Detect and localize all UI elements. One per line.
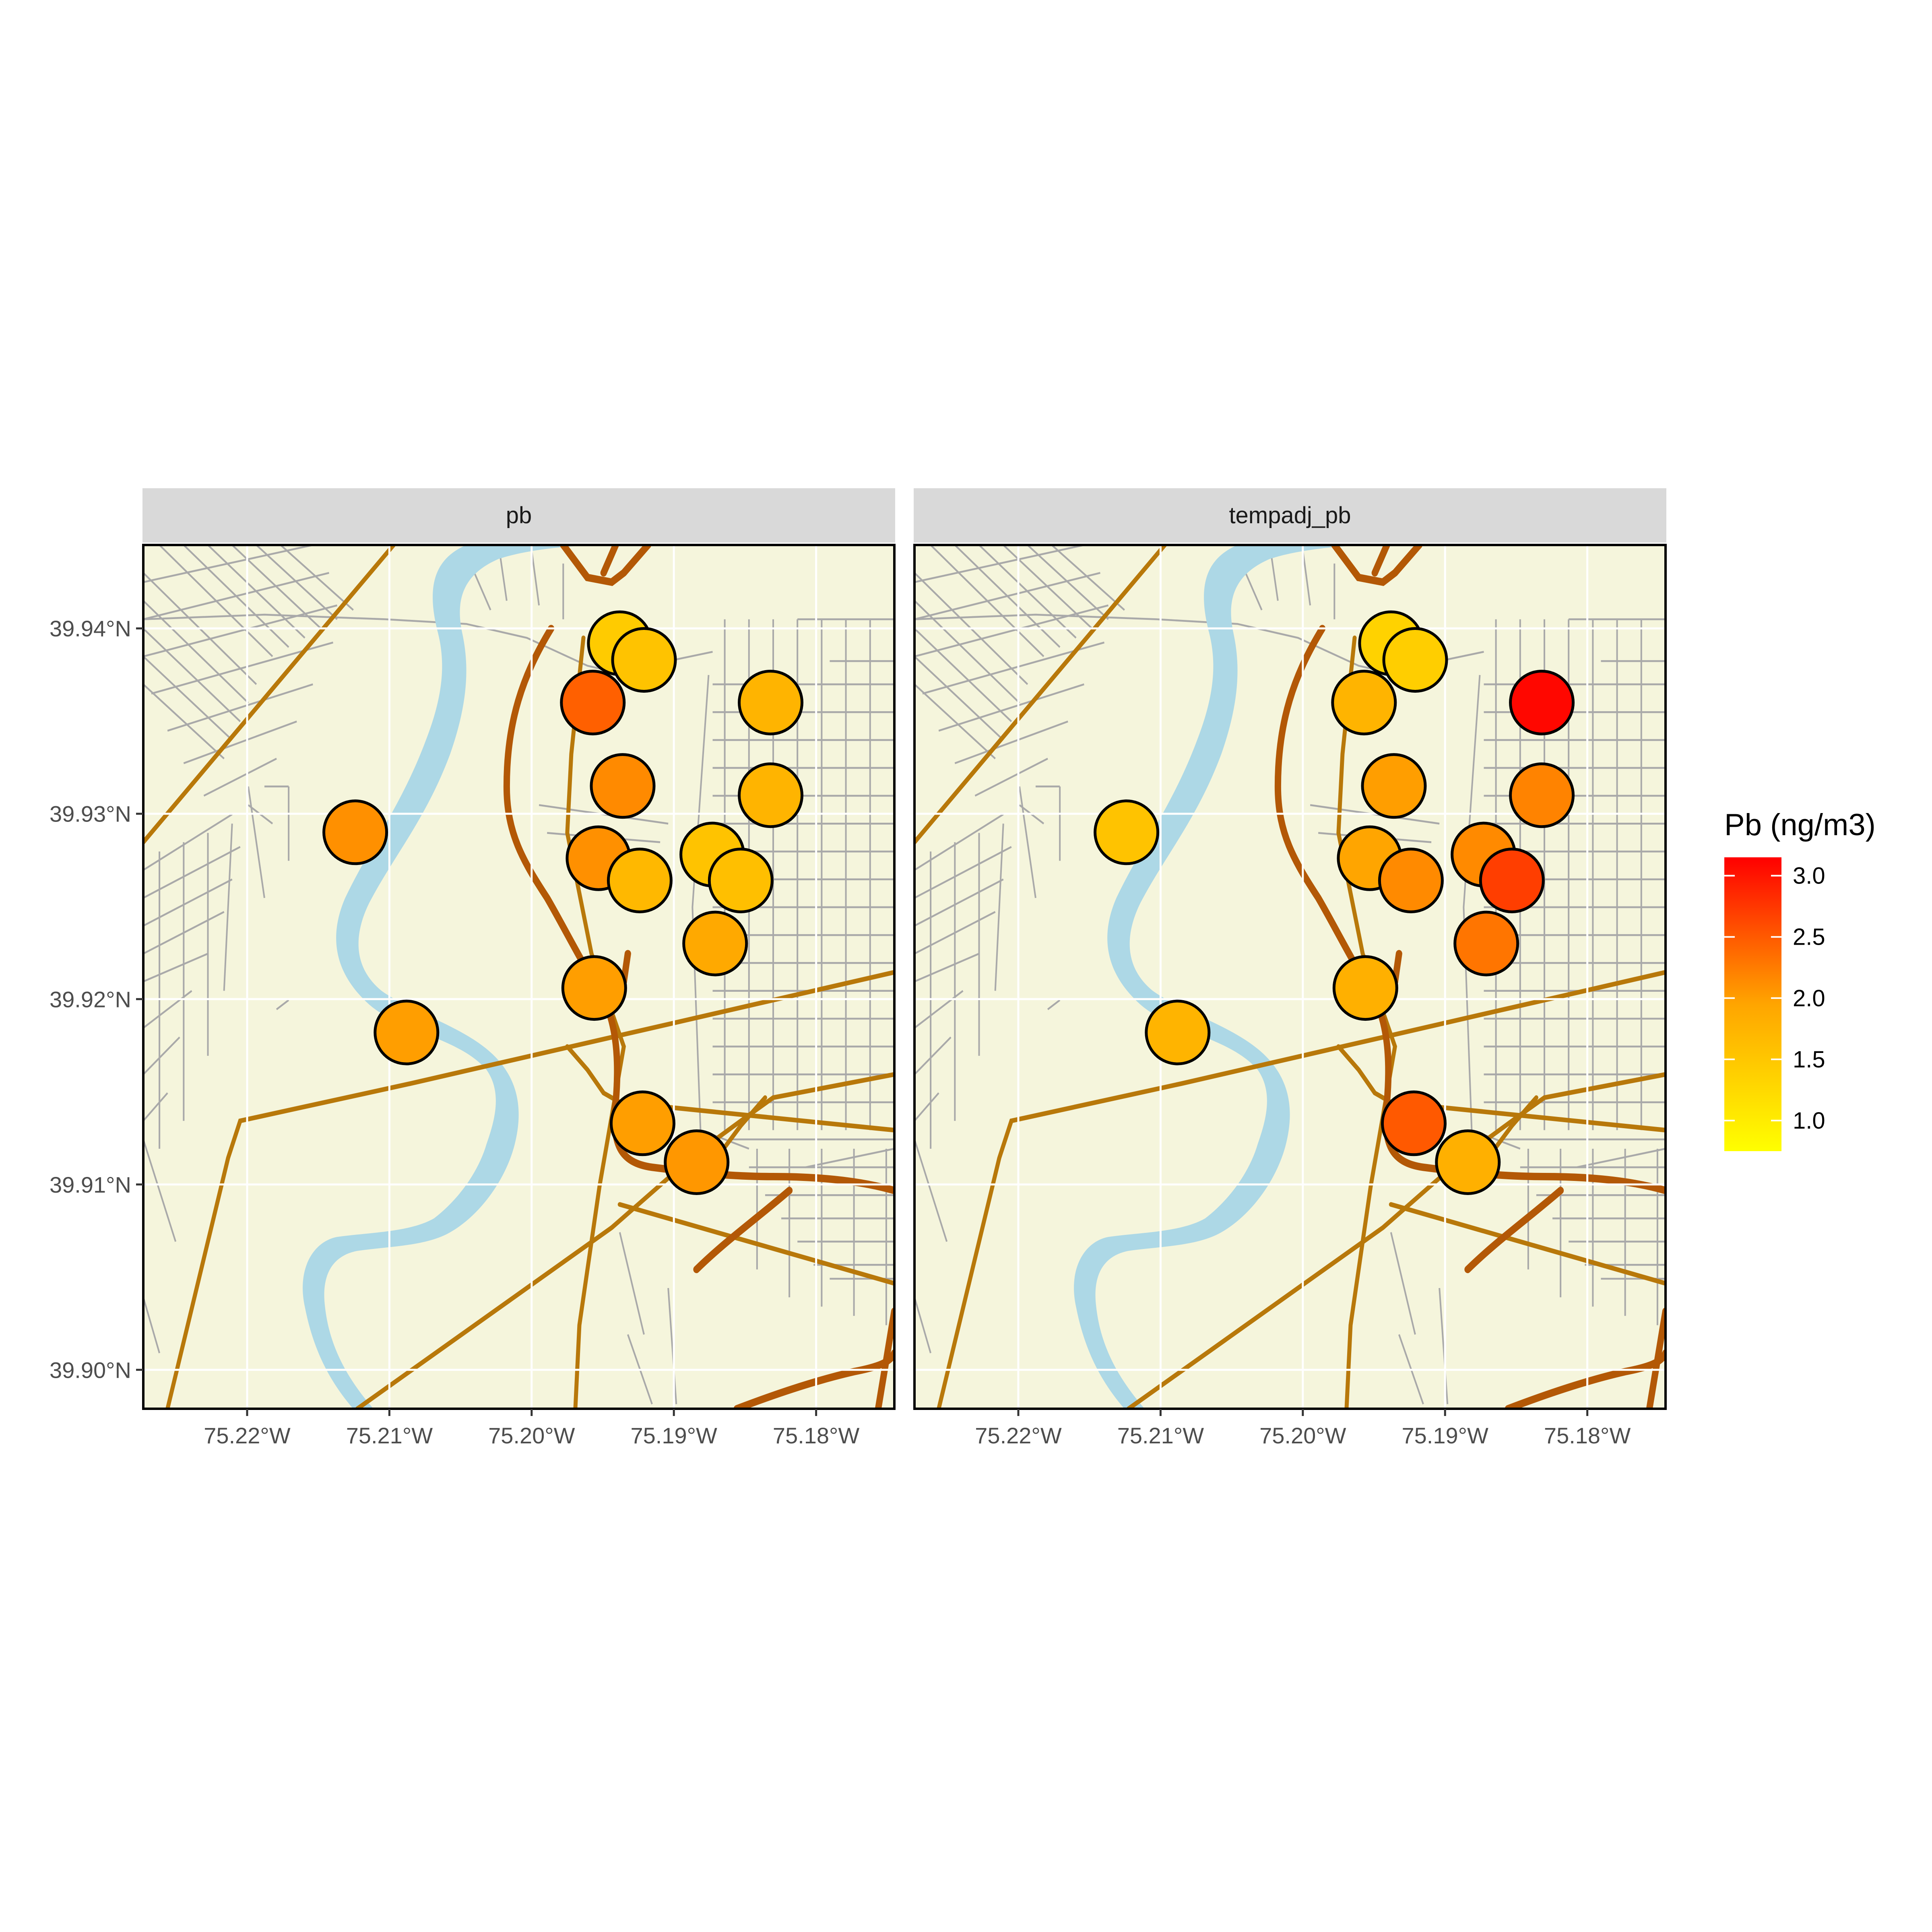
- data-point: [664, 1129, 730, 1195]
- legend-tick-label: 2.0: [1793, 985, 1825, 1011]
- x-tick-label: 75.19°W: [631, 1423, 718, 1448]
- gridlines: [143, 545, 894, 1409]
- data-point: [1332, 955, 1398, 1021]
- legend-title: Pb (ng/m3): [1724, 808, 1876, 842]
- legend-colorbar: [1724, 857, 1781, 1151]
- axes: 75.22°W 75.21°W 75.20°W 75.19°W 75.18°W: [975, 1409, 1631, 1448]
- y-tick-label: 39.90°N: [50, 1357, 131, 1383]
- x-tick-label: 75.18°W: [773, 1423, 860, 1448]
- data-point: [1378, 848, 1444, 914]
- strip-tempadj-pb: [914, 488, 1666, 543]
- strip-label-tempadj-pb: tempadj_pb: [1229, 502, 1351, 528]
- data-point: [708, 848, 774, 914]
- y-tick-label: 39.92°N: [50, 987, 131, 1012]
- axes: 75.22°W 75.21°W 75.20°W 75.19°W 75.18°W 39.90…: [50, 616, 859, 1448]
- data-point: [590, 753, 656, 819]
- data-point: [374, 999, 440, 1065]
- map-panel-tempadj-pb: 75.22°W 75.21°W 75.20°W 75.19°W 75.18°W: [913, 544, 1667, 1448]
- data-point: [1381, 1090, 1447, 1156]
- y-tick-label: 39.93°N: [50, 801, 131, 827]
- panel-border: [142, 544, 896, 1410]
- data-point: [607, 848, 673, 914]
- data-point: [1479, 848, 1545, 914]
- x-tick-label: 75.19°W: [1402, 1423, 1489, 1448]
- x-tick-label: 75.20°W: [488, 1423, 575, 1448]
- x-tick-label: 75.18°W: [1544, 1423, 1631, 1448]
- data-point: [1331, 669, 1397, 735]
- data-point: [1382, 627, 1448, 693]
- data-point: [560, 669, 626, 735]
- data-point: [738, 762, 804, 828]
- panel-border: [913, 544, 1667, 1410]
- data-point: [322, 799, 388, 865]
- gridlines: [914, 545, 1666, 1409]
- data-point: [1509, 762, 1575, 828]
- x-tick-label: 75.20°W: [1259, 1423, 1346, 1448]
- data-point: [1453, 910, 1519, 976]
- strip-label-pb: pb: [506, 502, 532, 528]
- x-tick-label: 75.21°W: [1117, 1423, 1204, 1448]
- legend-ticks: 1.0 1.5 2.0 2.5 3.0: [1724, 863, 1825, 1134]
- legend-tick-label: 1.0: [1793, 1108, 1825, 1134]
- data-point: [611, 627, 677, 693]
- points: [1094, 610, 1575, 1195]
- legend-tick-label: 2.5: [1793, 924, 1825, 950]
- data-point: [561, 955, 627, 1021]
- map-panel-pb: 75.22°W 75.21°W 75.20°W 75.19°W 75.18°W 39.90…: [50, 544, 896, 1448]
- data-point: [1145, 999, 1211, 1065]
- x-tick-label: 75.21°W: [346, 1423, 433, 1448]
- data-point: [682, 910, 748, 976]
- x-tick-label: 75.22°W: [204, 1423, 291, 1448]
- y-tick-label: 39.94°N: [50, 616, 131, 641]
- data-point: [1361, 753, 1427, 819]
- data-point: [1094, 799, 1160, 865]
- data-point: [738, 669, 804, 735]
- data-point: [1435, 1129, 1501, 1195]
- strip-pb: [142, 488, 895, 543]
- data-point: [609, 1090, 675, 1156]
- legend-tick-label: 1.5: [1793, 1046, 1825, 1073]
- data-point: [1509, 669, 1575, 735]
- points: [322, 610, 804, 1195]
- legend: Pb (ng/m3) 1.0 1.5 2.0 2.5 3.0: [1724, 808, 1876, 1151]
- x-tick-label: 75.22°W: [975, 1423, 1062, 1448]
- legend-tick-label: 3.0: [1793, 863, 1825, 889]
- y-tick-label: 39.91°N: [50, 1172, 131, 1197]
